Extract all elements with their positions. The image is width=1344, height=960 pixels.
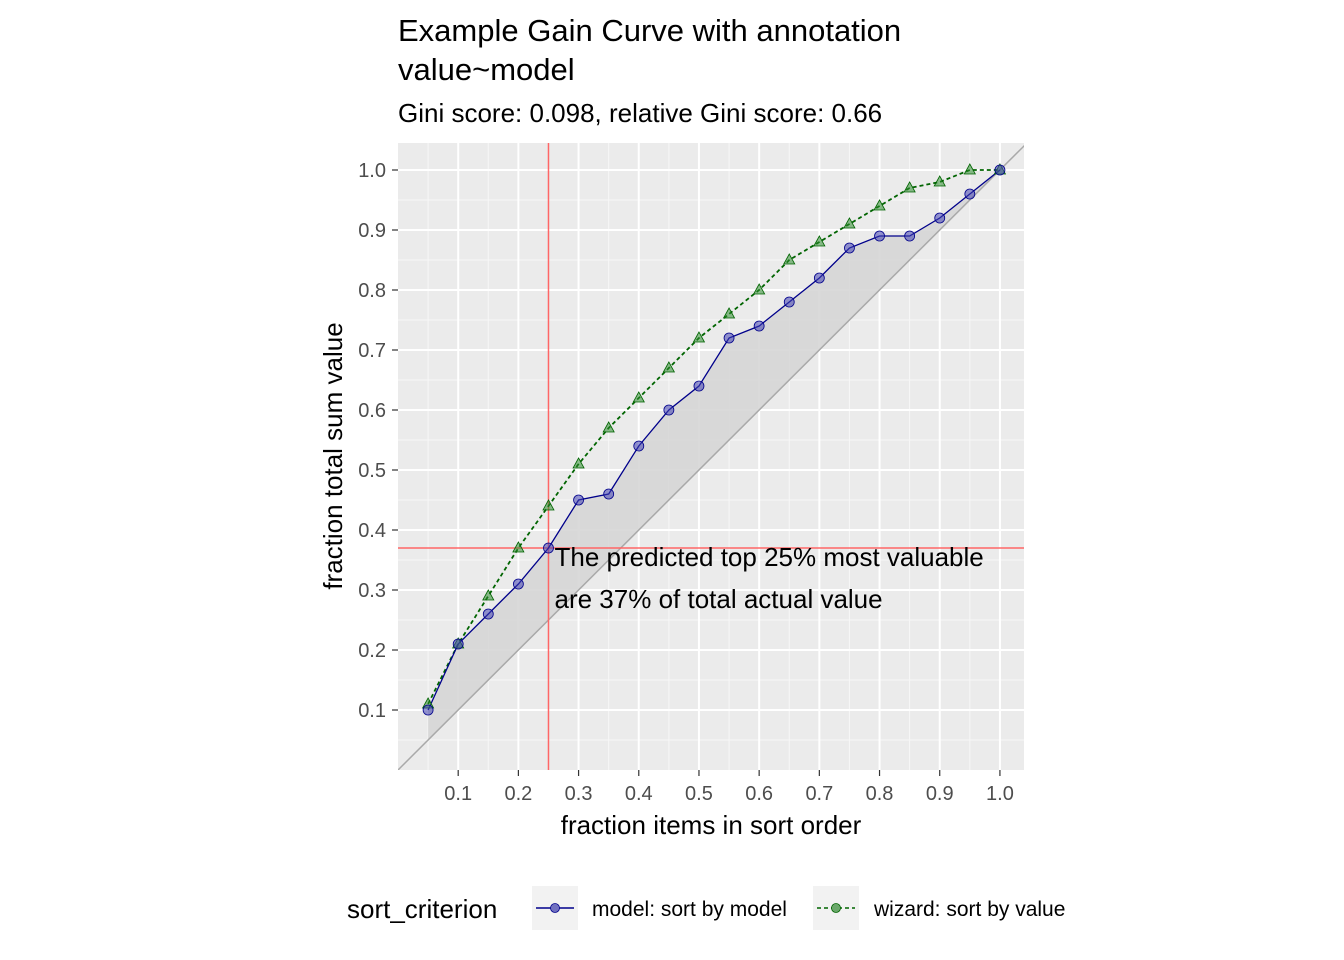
wizard-point <box>692 331 706 343</box>
plot-layer <box>398 143 1024 770</box>
y-tick-label: 0.2 <box>358 640 386 662</box>
model-point <box>753 320 765 332</box>
chart-title-line1: Example Gain Curve with annotation <box>398 13 901 48</box>
wizard-point <box>873 199 886 211</box>
legend-key-wizard-marker <box>831 903 841 913</box>
model-point <box>663 404 675 416</box>
model-point <box>723 332 735 344</box>
x-tick-label: 0.5 <box>685 783 713 805</box>
wizard-point <box>602 421 615 433</box>
x-tick-label: 0.1 <box>444 783 472 805</box>
wizard-point <box>662 361 676 373</box>
x-tick-label: 0.3 <box>565 783 593 805</box>
y-tick-label: 0.6 <box>358 400 386 422</box>
model-point <box>904 230 916 242</box>
legend-label-model: model: sort by model <box>592 898 787 921</box>
wizard-point <box>632 391 645 403</box>
x-tick-label: 0.9 <box>926 783 954 805</box>
wizard-point <box>752 283 766 295</box>
y-tick-label: 0.5 <box>358 460 386 482</box>
model-point <box>512 578 524 590</box>
y-tick-label: 0.7 <box>358 340 386 362</box>
model-point <box>783 296 795 308</box>
model-point <box>693 380 705 392</box>
wizard-point <box>542 499 555 511</box>
wizard-point <box>963 163 977 175</box>
y-tick-label: 0.9 <box>358 220 386 242</box>
y-tick-label: 0.3 <box>358 580 386 602</box>
legend-title: sort_criterion <box>347 894 497 924</box>
y-axis: 0.1 0.2 0.3 0.4 0.5 0.6 0.7 0.8 0.9 1.0 <box>358 160 398 722</box>
chart-title-line2: value~model <box>398 52 575 87</box>
legend: sort_criterion model: sort by model wiza… <box>347 886 1065 930</box>
model-point <box>543 542 554 554</box>
model-point <box>994 164 1006 176</box>
model-point <box>603 488 615 500</box>
wizard-point <box>903 181 916 193</box>
x-tick-label: 0.4 <box>625 783 653 805</box>
model-point <box>844 242 855 254</box>
model-point <box>482 608 494 620</box>
legend-key-model-marker <box>550 903 560 913</box>
wizard-point <box>512 541 525 553</box>
y-tick-label: 0.1 <box>358 700 386 722</box>
x-tick-label: 1.0 <box>986 783 1014 805</box>
model-point <box>633 440 645 452</box>
model-point <box>452 638 464 650</box>
x-tick-label: 0.2 <box>504 783 532 805</box>
y-tick-label: 0.4 <box>358 520 386 542</box>
wizard-point <box>482 589 495 601</box>
wizard-point <box>722 307 736 319</box>
x-tick-label: 0.6 <box>745 783 773 805</box>
y-tick-label: 0.8 <box>358 280 386 302</box>
model-point <box>422 704 434 716</box>
wizard-point <box>843 217 856 229</box>
model-point <box>964 188 976 200</box>
grid-lines <box>398 143 1024 770</box>
chart-subtitle: Gini score: 0.098, relative Gini score: … <box>398 98 882 128</box>
model-point <box>874 230 885 242</box>
annotation-text-line2: are 37% of total actual value <box>555 584 883 614</box>
wizard-point <box>813 235 826 247</box>
x-axis: 0.1 0.2 0.3 0.4 0.5 0.6 0.7 0.8 0.9 1.0 <box>444 770 1014 805</box>
legend-label-wizard: wizard: sort by value <box>873 898 1065 921</box>
x-tick-label: 0.8 <box>866 783 894 805</box>
wizard-point <box>933 175 946 187</box>
model-point <box>934 212 946 224</box>
wizard-point <box>783 253 796 265</box>
wizard-point <box>572 457 585 469</box>
y-axis-title: fraction total sum value <box>318 322 348 589</box>
x-axis-title: fraction items in sort order <box>561 810 862 840</box>
model-point <box>573 494 584 506</box>
x-tick-label: 0.7 <box>805 783 833 805</box>
series-line-wizard <box>427 169 1000 705</box>
y-tick-label: 1.0 <box>358 160 386 182</box>
model-point <box>813 272 825 284</box>
diagonal-reference-line <box>398 144 1024 770</box>
annotation-text-line1: The predicted top 25% most valuable <box>555 542 984 572</box>
